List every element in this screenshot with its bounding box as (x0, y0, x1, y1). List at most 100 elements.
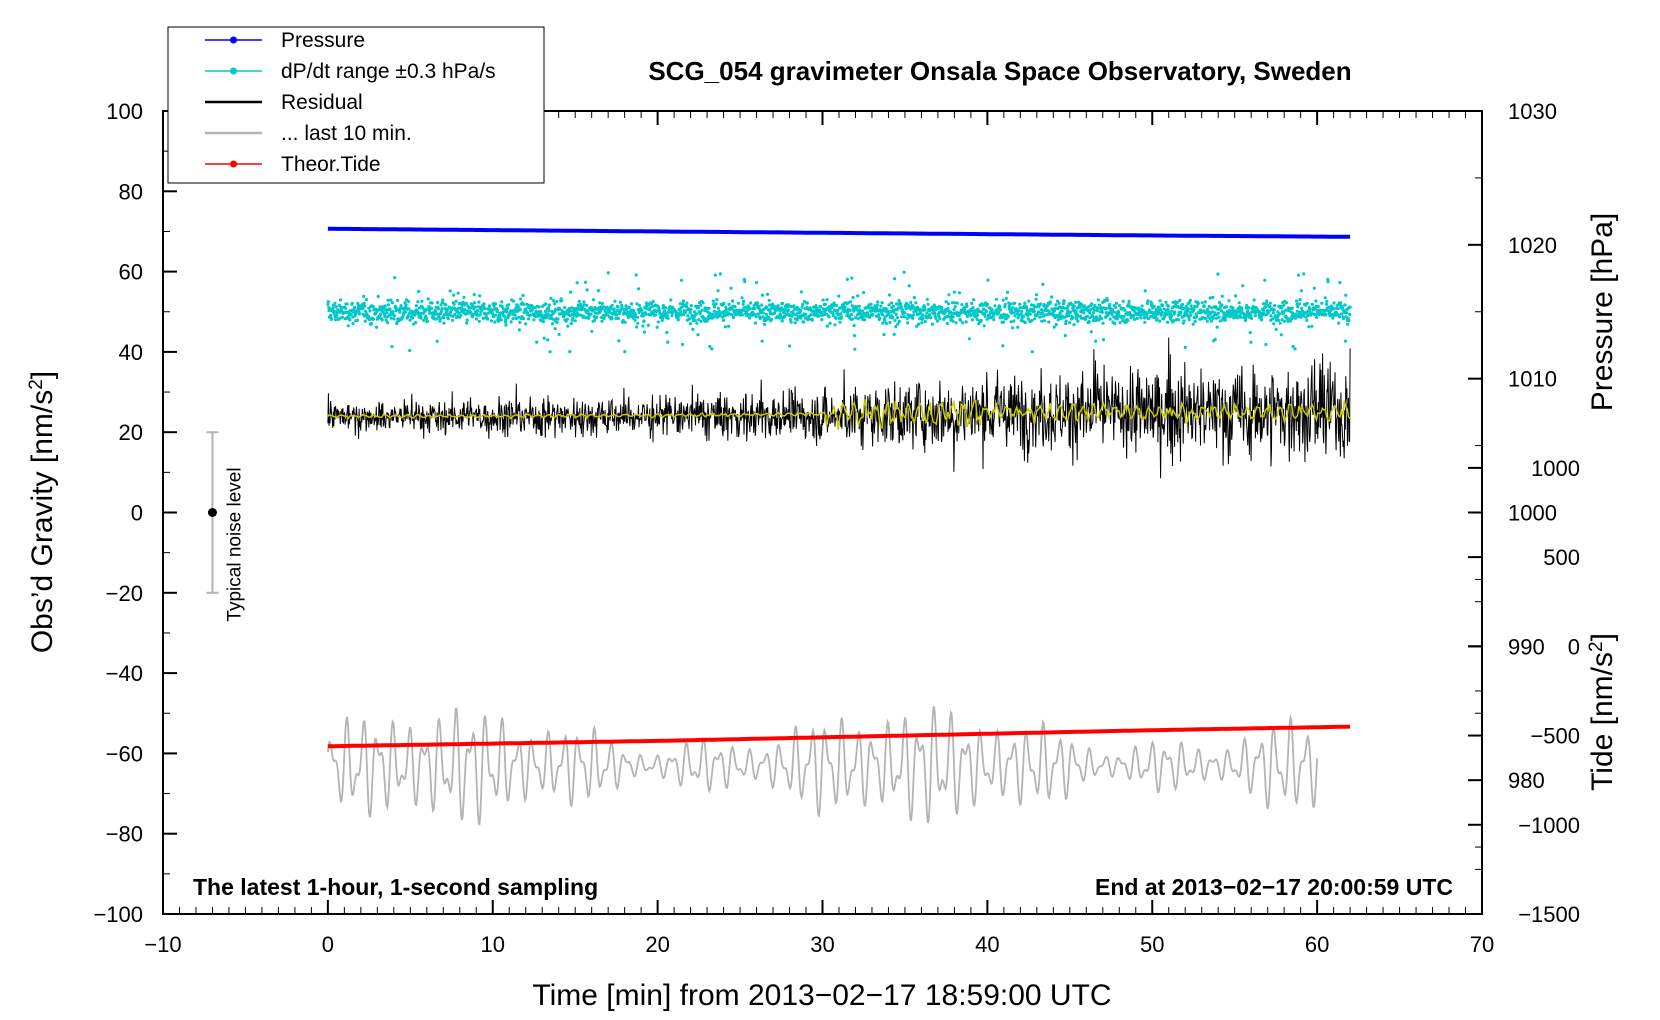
dpdt-point (501, 307, 505, 311)
dpdt-point (425, 316, 429, 320)
dpdt-point (733, 305, 737, 309)
dpdt-point (1010, 309, 1014, 313)
dpdt-point (1219, 309, 1224, 313)
dpdt-point (1072, 304, 1076, 308)
dpdt-point (1287, 309, 1291, 313)
dpdt-point (699, 319, 703, 323)
dpdt-point (518, 308, 522, 312)
dpdt-point (1191, 322, 1195, 326)
dpdt-point (504, 323, 508, 327)
dpdt-point (1011, 306, 1015, 310)
dpdt-point (934, 316, 938, 321)
dpdt-point (345, 302, 349, 306)
dpdt-point (971, 306, 975, 310)
dpdt-point (651, 299, 655, 304)
dpdt-point (362, 294, 366, 298)
dpdt-point (392, 314, 396, 318)
dpdt-point (998, 305, 1002, 309)
dpdt-point (464, 311, 468, 315)
dpdt-point (453, 312, 457, 316)
dpdt-point (1158, 299, 1162, 303)
dpdt-point (438, 319, 442, 323)
dpdt-point (679, 310, 683, 314)
dpdt-point (841, 304, 845, 309)
y-tick-label: −20 (106, 581, 143, 606)
dpdt-point (1001, 298, 1005, 302)
dpdt-point (679, 278, 684, 282)
dpdt-point (500, 300, 504, 304)
dpdt-point (1338, 280, 1342, 285)
dpdt-point (933, 311, 937, 315)
dpdt-point (689, 304, 693, 308)
y-tick-label: −80 (106, 822, 143, 847)
dpdt-point (549, 314, 553, 318)
dpdt-point (661, 304, 666, 308)
dpdt-point (1334, 310, 1338, 315)
dpdt-point (983, 314, 987, 318)
dpdt-point (582, 303, 586, 307)
dpdt-point (1297, 302, 1301, 306)
dpdt-point (858, 310, 862, 314)
dpdt-point (1074, 300, 1078, 304)
dpdt-point (765, 305, 769, 309)
tide-tick-label: 500 (1543, 545, 1580, 570)
dpdt-point (708, 344, 712, 349)
dpdt-point (1110, 312, 1114, 316)
dpdt-point (544, 302, 548, 306)
dpdt-point (675, 311, 679, 315)
dpdt-point (856, 294, 860, 298)
dpdt-point (1347, 318, 1351, 323)
dpdt-point (513, 313, 517, 317)
dpdt-point (571, 306, 575, 311)
dpdt-point (685, 301, 689, 305)
dpdt-point (990, 308, 994, 312)
dpdt-point (928, 313, 932, 317)
dpdt-point (874, 309, 878, 313)
dpdt-point (929, 316, 933, 320)
dpdt-point (1013, 301, 1017, 305)
dpdt-point (384, 318, 388, 322)
dpdt-point (724, 305, 728, 309)
dpdt-point (1307, 325, 1311, 329)
dpdt-point (815, 306, 819, 310)
dpdt-point (1092, 311, 1096, 315)
dpdt-point (521, 293, 525, 297)
dpdt-point (1345, 311, 1349, 315)
dpdt-point (442, 321, 446, 325)
dpdt-point (1118, 304, 1122, 308)
dpdt-point (970, 318, 975, 322)
dpdt-point (451, 318, 455, 322)
dpdt-point (998, 308, 1003, 312)
dpdt-point (541, 320, 546, 324)
dpdt-point (880, 313, 885, 317)
dpdt-point (565, 317, 570, 321)
dpdt-point (334, 318, 338, 322)
dpdt-point (853, 347, 857, 351)
dpdt-point (814, 304, 818, 308)
dpdt-point (723, 325, 728, 329)
dpdt-point (542, 336, 546, 340)
dpdt-point (1166, 320, 1170, 324)
dpdt-point (1196, 301, 1200, 305)
dpdt-point (832, 301, 836, 305)
dpdt-point (585, 288, 589, 292)
dpdt-point (724, 308, 728, 312)
dpdt-point (1231, 306, 1235, 310)
dpdt-point (1114, 311, 1118, 315)
dpdt-point (1005, 290, 1010, 294)
dpdt-point (464, 301, 468, 305)
dpdt-point (1348, 305, 1352, 309)
dpdt-point (1187, 315, 1191, 319)
dpdt-point (713, 315, 717, 319)
dpdt-point (1177, 318, 1181, 322)
dpdt-point (326, 300, 330, 304)
dpdt-point (970, 301, 974, 305)
dpdt-point (1291, 344, 1295, 349)
legend-marker-1 (230, 67, 237, 75)
dpdt-point (526, 311, 530, 315)
dpdt-point (1158, 319, 1162, 323)
dpdt-point (820, 318, 824, 322)
dpdt-point (1158, 308, 1163, 312)
dpdt-point (1193, 305, 1197, 309)
dpdt-point (766, 292, 770, 296)
